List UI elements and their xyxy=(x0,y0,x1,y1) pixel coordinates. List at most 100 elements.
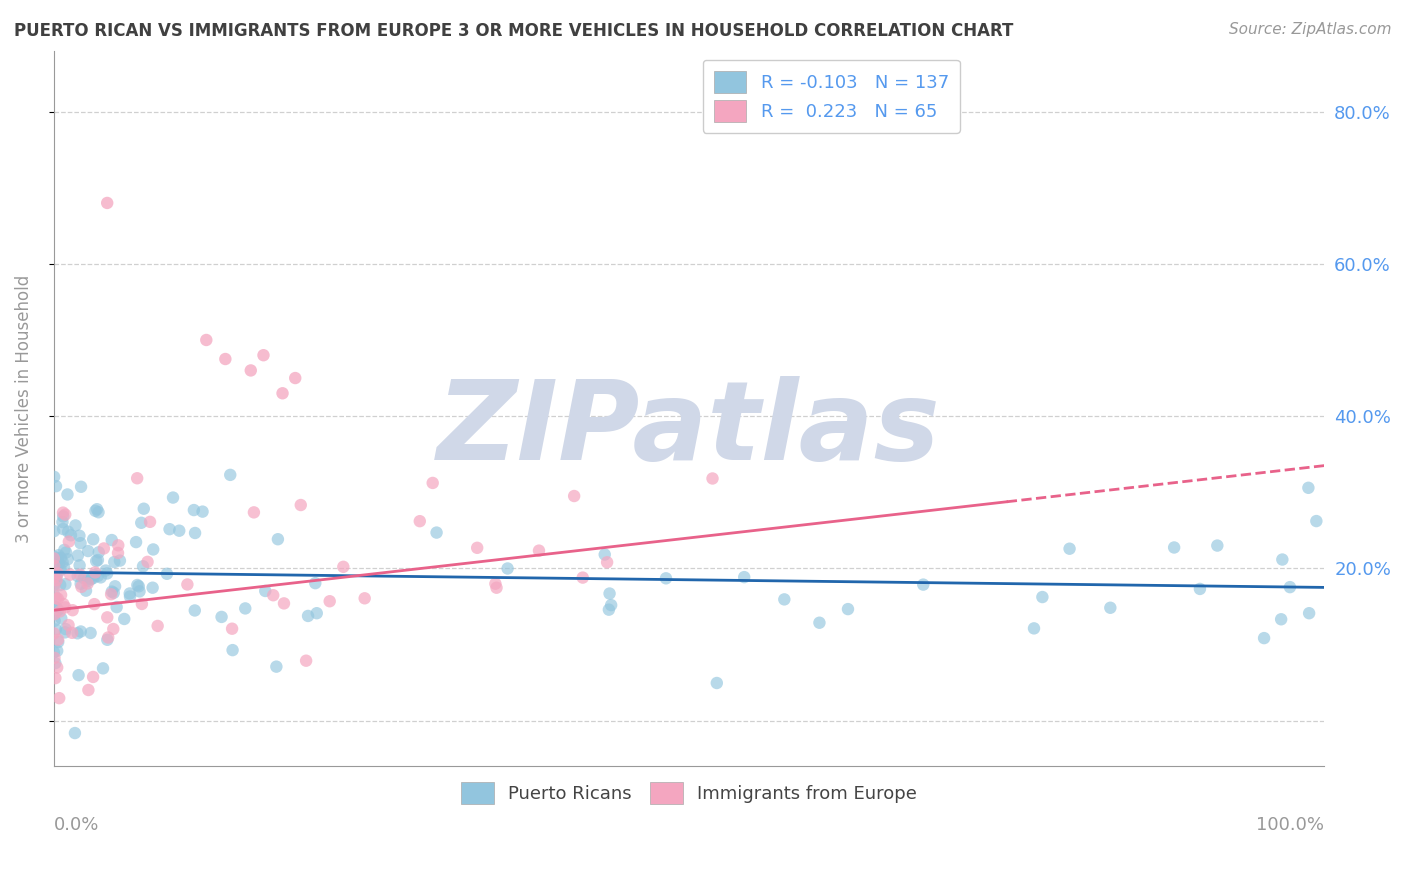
Point xyxy=(596,555,619,569)
Point xyxy=(1022,621,1045,635)
Point xyxy=(1059,541,1081,556)
Point xyxy=(243,505,266,519)
Point xyxy=(571,571,593,585)
Point xyxy=(808,615,831,630)
Point xyxy=(262,588,284,602)
Point xyxy=(55,622,77,636)
Point xyxy=(1298,481,1320,495)
Point xyxy=(69,536,91,550)
Point xyxy=(101,584,124,599)
Point xyxy=(139,515,162,529)
Point xyxy=(53,625,76,640)
Point xyxy=(46,635,69,649)
Point xyxy=(184,603,207,617)
Point xyxy=(97,631,120,645)
Point xyxy=(52,506,75,520)
Point xyxy=(77,544,100,558)
Point xyxy=(84,504,107,518)
Point xyxy=(69,558,91,573)
Point xyxy=(45,570,67,584)
Point xyxy=(132,559,155,574)
Text: 100.0%: 100.0% xyxy=(1257,816,1324,834)
Point xyxy=(87,545,110,559)
Point xyxy=(66,626,89,640)
Point xyxy=(136,555,159,569)
Point xyxy=(599,586,621,600)
Point xyxy=(42,570,65,584)
Point xyxy=(162,491,184,505)
Point xyxy=(195,333,218,347)
Point xyxy=(44,599,66,614)
Point xyxy=(53,577,76,591)
Point xyxy=(484,576,506,591)
Point xyxy=(159,522,181,536)
Point xyxy=(70,480,93,494)
Point xyxy=(142,581,165,595)
Point xyxy=(83,568,105,582)
Point xyxy=(83,571,105,585)
Point xyxy=(52,597,75,611)
Point xyxy=(912,577,935,591)
Point xyxy=(46,566,69,581)
Point xyxy=(353,591,375,606)
Point xyxy=(127,471,149,485)
Point xyxy=(96,566,118,581)
Point xyxy=(44,651,66,665)
Point xyxy=(84,566,107,580)
Point xyxy=(598,602,620,616)
Point xyxy=(108,553,131,567)
Point xyxy=(112,612,135,626)
Point xyxy=(45,623,67,637)
Point xyxy=(79,626,101,640)
Point xyxy=(332,559,354,574)
Point xyxy=(49,563,72,577)
Point xyxy=(59,528,82,542)
Point xyxy=(221,643,243,657)
Point xyxy=(52,555,75,569)
Point xyxy=(44,470,66,484)
Point xyxy=(46,591,69,606)
Point xyxy=(56,487,79,501)
Point xyxy=(62,603,84,617)
Point xyxy=(562,489,585,503)
Point xyxy=(77,683,100,698)
Point xyxy=(773,592,796,607)
Point xyxy=(233,601,256,615)
Point xyxy=(290,498,312,512)
Point xyxy=(100,533,122,547)
Point xyxy=(69,567,91,582)
Point xyxy=(1298,606,1320,620)
Point xyxy=(103,555,125,569)
Point xyxy=(65,518,87,533)
Point xyxy=(94,564,117,578)
Point xyxy=(46,644,69,658)
Point xyxy=(82,670,104,684)
Point xyxy=(252,348,274,362)
Point xyxy=(128,579,150,593)
Point xyxy=(44,571,66,585)
Point xyxy=(129,516,152,530)
Point xyxy=(58,534,80,549)
Point xyxy=(156,566,179,581)
Point xyxy=(86,502,108,516)
Point xyxy=(305,606,328,620)
Point xyxy=(295,654,318,668)
Point xyxy=(103,586,125,600)
Point xyxy=(58,618,80,632)
Point xyxy=(837,602,859,616)
Point xyxy=(1278,580,1301,594)
Point xyxy=(42,626,65,640)
Point xyxy=(211,610,233,624)
Point xyxy=(87,505,110,519)
Point xyxy=(49,578,72,592)
Point xyxy=(46,551,69,566)
Point xyxy=(46,603,69,617)
Point xyxy=(69,576,91,591)
Point xyxy=(118,586,141,600)
Point xyxy=(63,726,86,740)
Point xyxy=(44,671,66,685)
Point xyxy=(125,535,148,549)
Point xyxy=(84,554,107,568)
Point xyxy=(107,546,129,560)
Point xyxy=(45,591,67,606)
